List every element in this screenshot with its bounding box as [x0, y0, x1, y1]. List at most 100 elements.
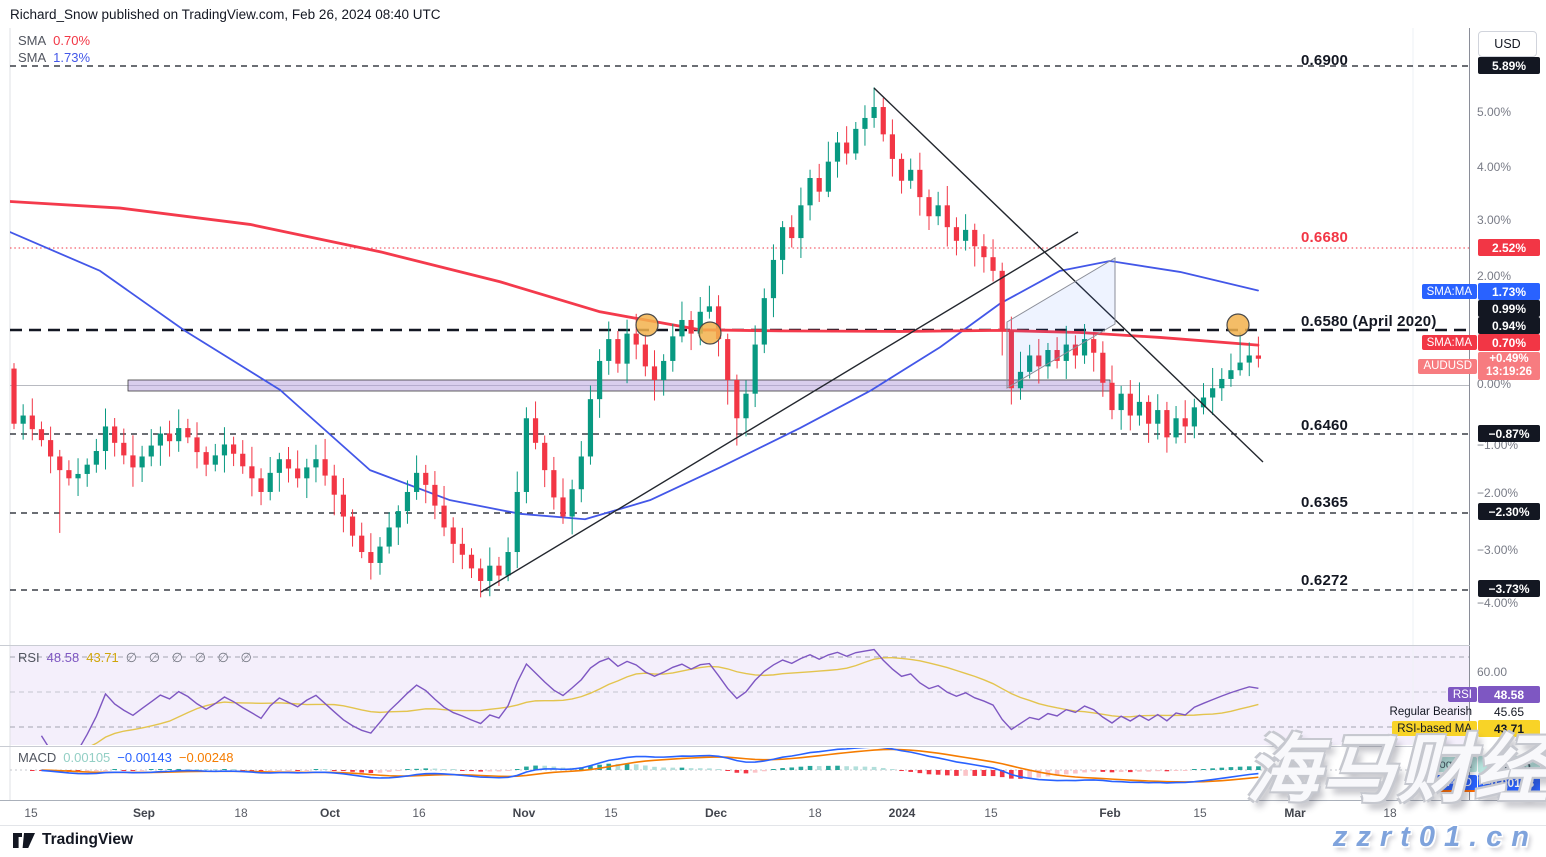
- time-label: Oct: [319, 806, 341, 820]
- candle: [1091, 339, 1097, 353]
- scale-badge-Histogram: Histogram 0.00105: [1414, 756, 1540, 773]
- candle: [606, 339, 612, 361]
- candle: [478, 568, 484, 581]
- candle: [569, 489, 575, 517]
- candle: [258, 478, 264, 492]
- candle: [377, 546, 383, 563]
- candle: [999, 270, 1005, 331]
- candle: [963, 229, 969, 241]
- candle: [487, 565, 493, 581]
- tradingview-logo[interactable]: TradingView: [13, 831, 133, 849]
- macd-line-value: −0.00143: [117, 750, 172, 765]
- candle: [313, 459, 319, 468]
- candle: [112, 426, 118, 443]
- candle: [532, 418, 539, 443]
- time-label: 2024: [888, 806, 916, 820]
- candle: [295, 468, 301, 479]
- rsi-label: RSI: [18, 650, 40, 665]
- time-label: Mar: [1284, 806, 1306, 820]
- candle: [84, 464, 90, 474]
- scale-badge-0.99%: 0.99%: [1478, 300, 1540, 317]
- candle: [953, 227, 960, 241]
- scale-tick: 2.00%: [1477, 269, 1512, 283]
- scale-badge-label: SMA:MA: [1421, 335, 1477, 350]
- candle: [725, 339, 731, 381]
- scale-badge-value: 0.99%: [1478, 300, 1540, 317]
- scale-badge-label: RSI-based MA: [1392, 721, 1477, 736]
- candle: [1127, 393, 1133, 416]
- price-scale[interactable]: [1470, 0, 1546, 800]
- candle: [414, 472, 420, 492]
- scale-badge-5.89%: 5.89%: [1478, 57, 1540, 74]
- candle: [102, 426, 109, 452]
- candle: [560, 497, 566, 517]
- price-level-label: 0.6460: [1301, 417, 1349, 434]
- candle: [1100, 352, 1106, 383]
- candle: [633, 333, 639, 345]
- candle: [157, 433, 163, 446]
- scale-badge-value: 2.52%: [1478, 239, 1540, 256]
- rsi-pane: [10, 648, 1469, 745]
- candle: [1081, 339, 1088, 356]
- candle: [249, 466, 255, 479]
- price-level-label: 0.6272: [1301, 572, 1349, 589]
- scale-badge-value: 0.94%: [1478, 317, 1540, 334]
- candle: [523, 418, 529, 492]
- candle: [642, 344, 648, 367]
- scale-badge-value: +0.49% 13:19:26: [1478, 352, 1540, 380]
- candle: [880, 107, 886, 135]
- tradingview-logo-icon: [13, 832, 35, 848]
- sma-slow-label: SMA: [18, 33, 47, 48]
- legend-rsi[interactable]: RSI 48.58 43.71 ∅ ∅ ∅ ∅ ∅ ∅: [18, 650, 256, 666]
- candle: [908, 169, 914, 181]
- scale-tick: −4.00%: [1477, 596, 1519, 610]
- scale-badge-label: MACD: [1433, 775, 1477, 792]
- candle: [285, 459, 292, 469]
- scale-badge-value: 1.73%: [1478, 283, 1540, 300]
- candle: [542, 442, 548, 471]
- candle: [706, 306, 712, 312]
- scale-tick: −2.00%: [1477, 486, 1519, 500]
- candle: [1036, 355, 1042, 367]
- candle: [1072, 344, 1078, 356]
- scale-badge-label: RSI: [1447, 687, 1477, 702]
- candle: [1182, 418, 1188, 427]
- time-label: 15: [984, 806, 998, 820]
- candle: [231, 444, 237, 454]
- candle: [57, 456, 63, 471]
- legend-macd[interactable]: MACD 0.00105 −0.00143 −0.00248: [18, 750, 233, 765]
- scale-badge-value: −2.30%: [1478, 503, 1540, 520]
- candle: [185, 428, 191, 438]
- candle: [11, 368, 17, 424]
- candle: [780, 227, 786, 260]
- candle: [423, 472, 429, 485]
- candle: [917, 169, 923, 198]
- candle: [798, 205, 804, 239]
- legend-sma-fast[interactable]: SMA 1.73%: [18, 50, 90, 65]
- candle: [322, 459, 328, 476]
- candle: [66, 470, 72, 479]
- legend-sma-slow[interactable]: SMA 0.70%: [18, 33, 90, 48]
- candle: [38, 429, 45, 441]
- macd-label: MACD: [18, 750, 57, 765]
- scale-badge-value: 5.89%: [1478, 57, 1540, 74]
- time-label: Dec: [704, 806, 728, 820]
- candle: [688, 319, 694, 334]
- candle: [1191, 407, 1197, 427]
- time-label: Sep: [132, 806, 156, 820]
- candle: [761, 298, 767, 345]
- rsi-ma-value: 43.71: [86, 650, 119, 665]
- candle: [93, 451, 99, 465]
- currency-toggle-button[interactable]: USD: [1478, 31, 1537, 57]
- candle: [1054, 350, 1060, 361]
- candle: [1136, 401, 1143, 416]
- highlight-circle: [635, 313, 659, 337]
- time-label: Feb: [1099, 806, 1121, 820]
- candle: [505, 552, 511, 576]
- scale-badge-value: 45.65: [1493, 704, 1525, 719]
- candle: [1228, 370, 1234, 379]
- price-pane: [10, 65, 1469, 598]
- time-label: 18: [234, 806, 248, 820]
